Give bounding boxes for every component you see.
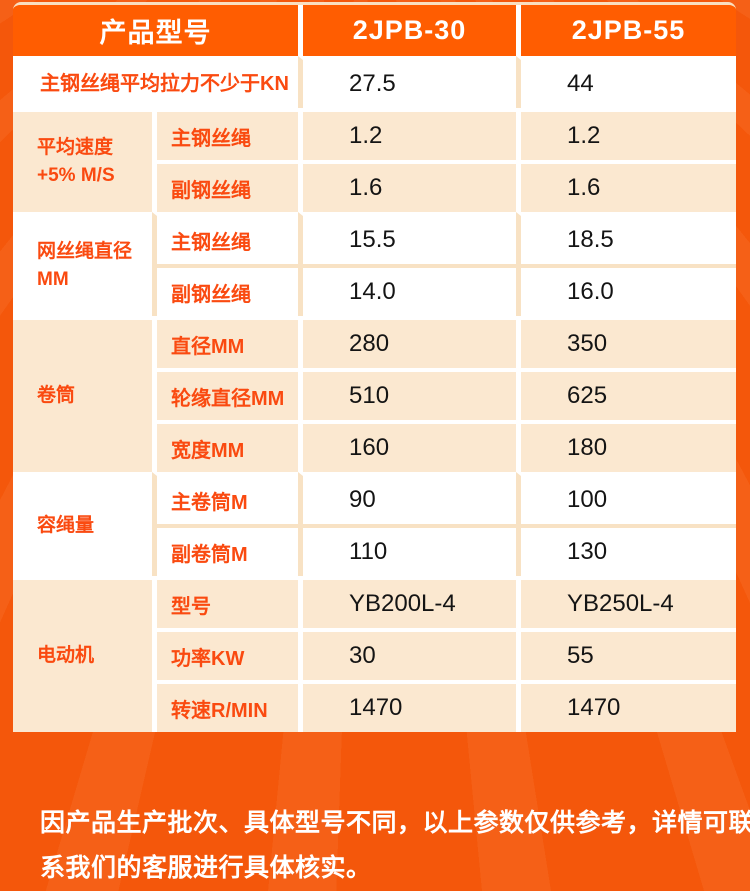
spec-value: 130: [516, 524, 736, 576]
spec-value: 30: [298, 628, 516, 680]
spec-sub-label: 直径MM: [152, 316, 298, 368]
spec-sub-label: 宽度MM: [152, 420, 298, 472]
spec-value: 55: [516, 628, 736, 680]
spec-value: 180: [516, 420, 736, 472]
spec-value: 44: [516, 56, 736, 108]
spec-value: 160: [298, 420, 516, 472]
header-model-2jpb55: 2JPB-55: [516, 5, 736, 56]
spec-value: 510: [298, 368, 516, 420]
disclaimer-line-1: 因产品生产批次、具体型号不同，以上参数仅供参考，详情可联: [40, 809, 750, 837]
spec-value: 1470: [516, 680, 736, 732]
spec-value: 625: [516, 368, 736, 420]
spec-sub-label: 主钢丝绳: [152, 212, 298, 264]
spec-group-label: 平均速度+5% M/S: [13, 108, 152, 212]
header-product-model-label: 产品型号: [13, 5, 298, 56]
spec-group-label: 卷筒: [13, 316, 152, 472]
spec-group-label: 网丝绳直径MM: [13, 212, 152, 316]
spec-sub-label: 型号: [152, 576, 298, 628]
spec-value: 15.5: [298, 212, 516, 264]
header-model-2jpb30: 2JPB-30: [298, 5, 516, 56]
spec-sub-label: 主卷筒M: [152, 472, 298, 524]
spec-value: 100: [516, 472, 736, 524]
spec-value: 350: [516, 316, 736, 368]
spec-table: 产品型号 2JPB-30 2JPB-55 主钢丝绳平均拉力不少于KN 27.5 …: [13, 2, 736, 784]
spec-value: 110: [298, 524, 516, 576]
spec-sub-label: 副卷筒M: [152, 524, 298, 576]
spec-value: YB250L-4: [516, 576, 736, 628]
spec-sub-label: 转速R/MIN: [152, 680, 298, 732]
spec-value: YB200L-4: [298, 576, 516, 628]
spec-sub-label: 轮缘直径MM: [152, 368, 298, 420]
disclaimer-line-2: 系我们的客服进行具体核实。: [40, 854, 372, 882]
spec-sub-label: 主钢丝绳: [152, 108, 298, 160]
spec-value: 14.0: [298, 264, 516, 316]
spec-value: 1.6: [516, 160, 736, 212]
spec-group-label: 主钢丝绳平均拉力不少于KN: [13, 56, 298, 108]
spec-value: 1470: [298, 680, 516, 732]
spec-value: 1.2: [516, 108, 736, 160]
spec-sub-label: 副钢丝绳: [152, 264, 298, 316]
spec-group-label: 电动机: [13, 576, 152, 732]
spec-sub-label: 副钢丝绳: [152, 160, 298, 212]
spec-value: 1.6: [298, 160, 516, 212]
spec-value: 280: [298, 316, 516, 368]
spec-value: 16.0: [516, 264, 736, 316]
spec-value: 18.5: [516, 212, 736, 264]
spec-value: 1.2: [298, 108, 516, 160]
spec-value: 27.5: [298, 56, 516, 108]
disclaimer-text: 因产品生产批次、具体型号不同，以上参数仅供参考，详情可联 系我们的客服进行具体核…: [40, 801, 750, 891]
spec-group-label: 容绳量: [13, 472, 152, 576]
spec-value: 90: [298, 472, 516, 524]
spec-sub-label: 功率KW: [152, 628, 298, 680]
